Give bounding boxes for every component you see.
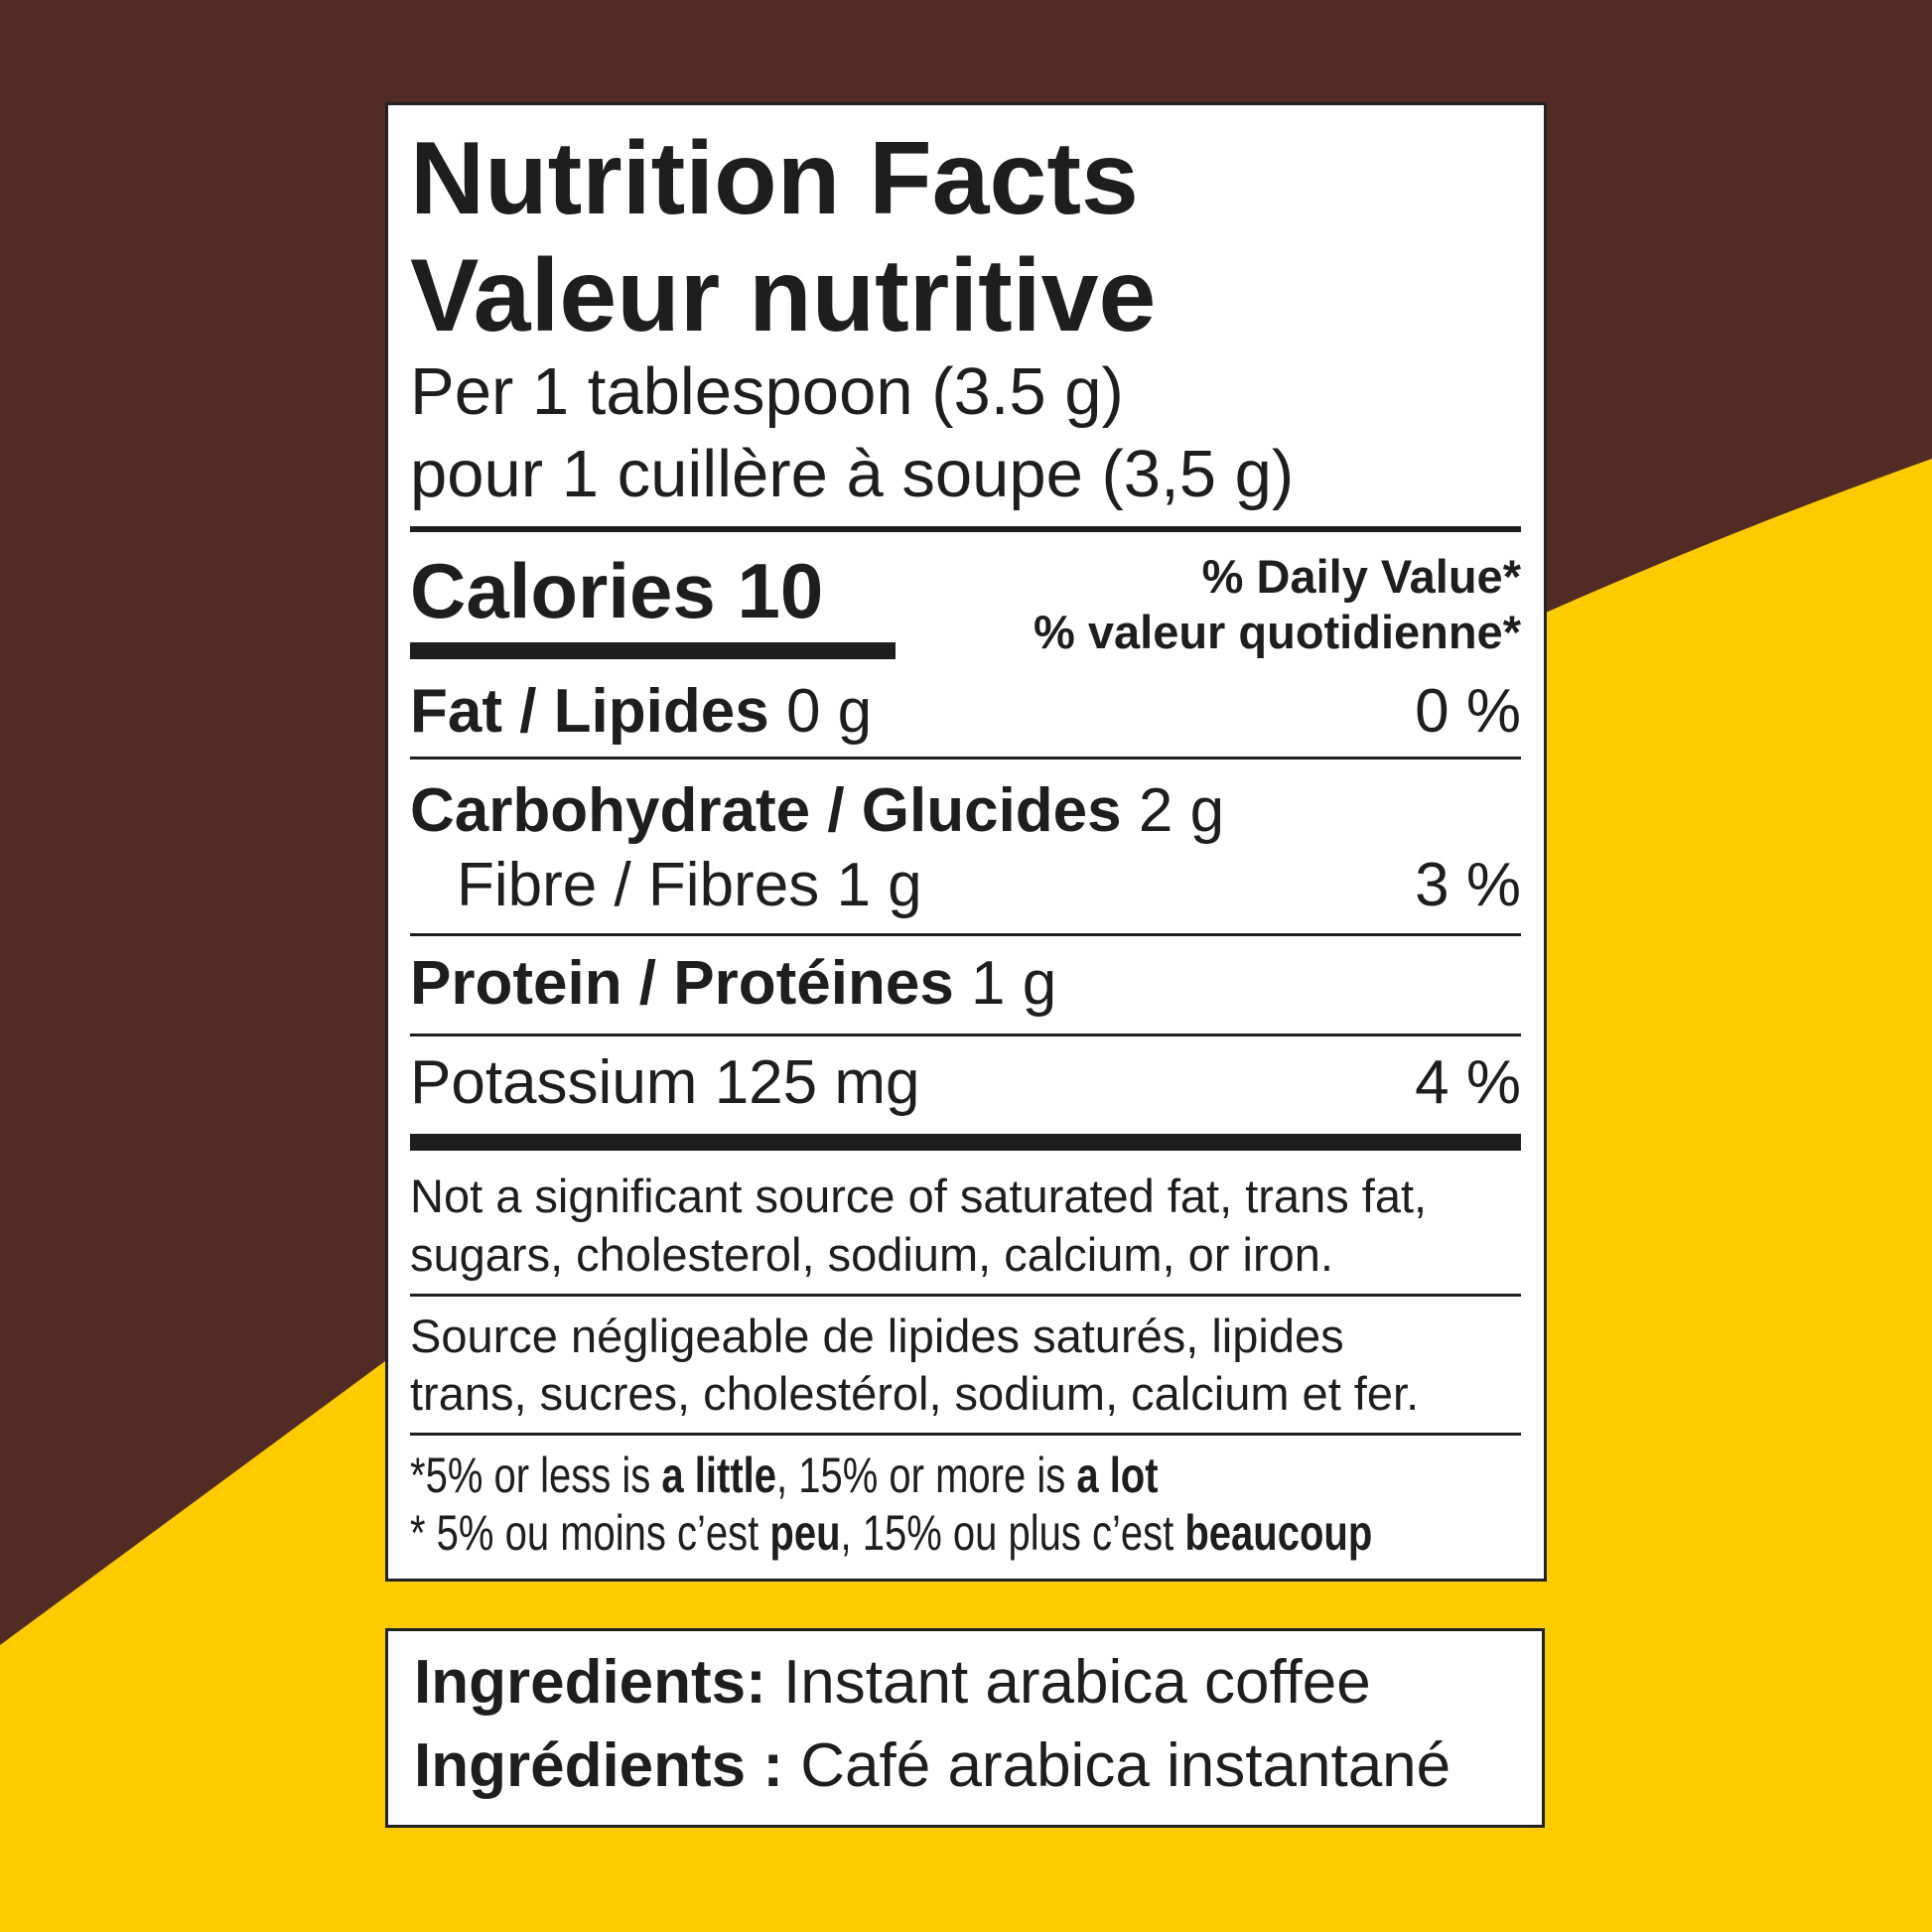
daily-value-fr: % valeur quotidienne* xyxy=(1034,606,1521,658)
ingredients-fr: Ingrédients : Café arabica instantané xyxy=(414,1731,1451,1800)
divider xyxy=(410,933,1521,936)
ingredients-en: Ingredients: Instant arabica coffee xyxy=(414,1648,1371,1717)
divider xyxy=(410,757,1521,759)
divider xyxy=(410,526,1521,532)
divider xyxy=(410,1034,1521,1036)
nutrient-dv: 0 % xyxy=(1415,677,1521,746)
daily-value-en: % Daily Value* xyxy=(1201,550,1521,603)
nutrient-dv: 4 % xyxy=(1415,1048,1521,1117)
ingredients-panel: Ingredients: Instant arabica coffee Ingr… xyxy=(385,1628,1545,1828)
nutrient-amount: 2 g xyxy=(1138,776,1225,845)
nutrient-name: Carbohydrate / Glucides xyxy=(410,776,1122,845)
serving-fr: pour 1 cuillère à soupe (3,5 g) xyxy=(410,437,1295,511)
nutrient-name: Fibre / Fibres xyxy=(457,851,820,919)
nutrient-amount: 1 g xyxy=(971,949,1057,1018)
nutrient-name: Fat / Lipides xyxy=(410,677,769,746)
note-en-line1: Not a significant source of saturated fa… xyxy=(410,1170,1428,1222)
nutrient-amount: 0 g xyxy=(785,677,873,746)
footnote-en: *5% or less is a little, 15% or more is … xyxy=(410,1448,1159,1503)
nutrient-name: Protein / Protéines xyxy=(410,949,954,1018)
nutrient-amount: 125 mg xyxy=(714,1048,920,1117)
divider xyxy=(410,1433,1521,1436)
nutrient-dv: 3 % xyxy=(1415,851,1521,919)
nutrient-name: Potassium xyxy=(410,1048,698,1117)
divider xyxy=(410,1294,1521,1297)
calories-bar xyxy=(410,642,896,659)
note-fr-line2: trans, sucres, cholestérol, sodium, calc… xyxy=(410,1367,1420,1420)
serving-en: Per 1 tablespoon (3.5 g) xyxy=(410,354,1124,429)
title-en: Nutrition Facts xyxy=(410,121,1139,236)
title-fr: Valeur nutritive xyxy=(410,238,1157,353)
footnote-fr: * 5% ou moins c’est peu, 15% ou plus c’e… xyxy=(410,1505,1373,1561)
note-fr-line1: Source négligeable de lipides saturés, l… xyxy=(410,1310,1344,1362)
calories: Calories 10 xyxy=(410,547,824,634)
note-en-line2: sugars, cholesterol, sodium, calcium, or… xyxy=(410,1228,1333,1281)
thick-divider xyxy=(410,1134,1521,1151)
nutrient-amount: 1 g xyxy=(836,851,922,919)
nutrition-facts-panel: Nutrition Facts Valeur nutritive Per 1 t… xyxy=(385,102,1547,1582)
